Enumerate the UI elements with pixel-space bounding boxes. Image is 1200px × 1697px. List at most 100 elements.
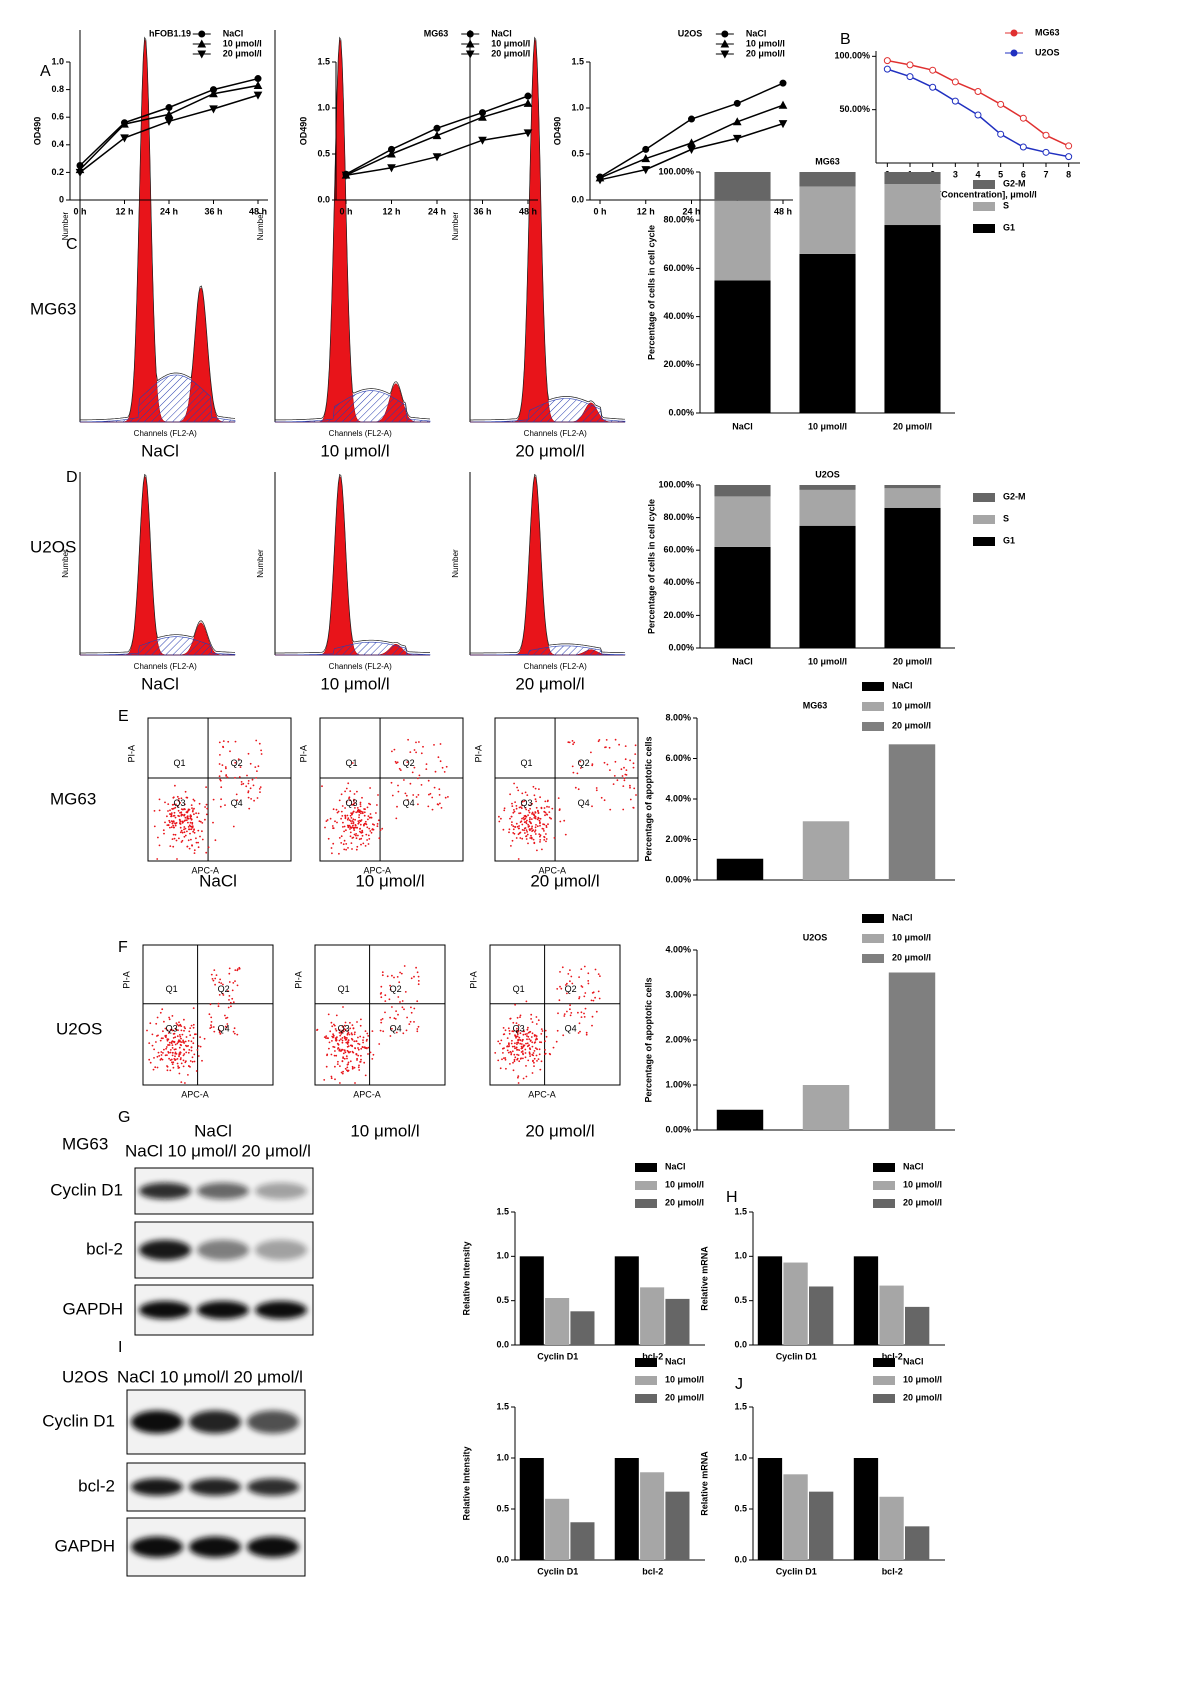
dot [584, 992, 587, 994]
dot [247, 790, 250, 792]
dot [182, 1054, 185, 1057]
marker [883, 57, 891, 65]
dot [539, 839, 542, 841]
dot [338, 1048, 341, 1051]
dot [411, 771, 414, 774]
dot [510, 815, 513, 818]
dot [353, 802, 356, 805]
dot [524, 832, 526, 834]
dot [513, 782, 515, 785]
y-tick-label: 1.0 [496, 1251, 509, 1261]
dot [581, 986, 584, 988]
dot [570, 975, 573, 978]
dot [331, 852, 333, 855]
dot [524, 1033, 527, 1036]
dot [205, 813, 208, 816]
dot [195, 841, 198, 844]
dot [190, 828, 193, 831]
dot [539, 824, 541, 827]
dot [177, 1065, 180, 1067]
dot [537, 817, 540, 820]
dot [514, 825, 516, 828]
x-axis-label: Log [Concentration], μmol/l [919, 189, 1037, 199]
dot [185, 819, 188, 822]
bar-segment [714, 496, 771, 547]
dot [533, 814, 535, 817]
dot [171, 820, 174, 823]
dot [187, 808, 190, 811]
dot [507, 1027, 510, 1030]
dot [171, 1054, 174, 1057]
dot [192, 1023, 195, 1026]
x-tick-label: 0 h [593, 206, 606, 216]
dot [413, 749, 416, 751]
dot [519, 812, 522, 814]
dot [259, 791, 261, 793]
series-line [887, 59, 1070, 147]
x-tick-label: NaCl [732, 421, 753, 431]
dot [214, 839, 217, 842]
y-tick-label: 0.0 [734, 1554, 747, 1564]
dot [530, 1036, 533, 1038]
dot [179, 1051, 182, 1054]
dot [507, 1051, 510, 1054]
marker [120, 134, 129, 143]
dot [579, 1030, 581, 1033]
axis-label: Number [256, 211, 265, 240]
dot [339, 1082, 341, 1084]
x-tick-label: 4 [975, 169, 980, 179]
dot [192, 1042, 195, 1045]
dot [180, 814, 183, 817]
dot [363, 823, 365, 826]
dot [540, 1033, 543, 1035]
dot [390, 781, 393, 784]
dot [522, 1045, 525, 1048]
dot [572, 771, 575, 774]
quadrant-label: Q3 [520, 798, 532, 808]
x-tick-label: 5 [998, 169, 1003, 179]
dot [569, 980, 571, 983]
legend-label: 20 μmol/l [892, 952, 931, 962]
band [131, 1536, 183, 1558]
dot [169, 826, 171, 829]
bar [802, 821, 850, 880]
dot [364, 1030, 367, 1032]
dot [166, 1069, 169, 1072]
dot [633, 787, 636, 790]
legend-label: 20 μmol/l [903, 1197, 942, 1207]
dot [171, 822, 174, 825]
dot [545, 838, 548, 840]
dot [226, 776, 229, 779]
dot [176, 795, 179, 798]
dot [156, 858, 159, 860]
dot [515, 837, 518, 839]
x-tick-label: bcl-2 [882, 1351, 903, 1361]
dot [343, 1049, 346, 1052]
dot [260, 753, 263, 755]
dot [218, 741, 221, 744]
dot [516, 1041, 518, 1044]
dot [524, 1056, 527, 1059]
dot [330, 1053, 333, 1056]
dot [518, 1049, 521, 1051]
axis-label: APC-A [353, 1089, 381, 1099]
dot [533, 794, 536, 797]
dot [398, 981, 401, 984]
dot [361, 812, 364, 815]
dot [380, 996, 383, 999]
band [247, 1478, 299, 1496]
dot [168, 1041, 171, 1044]
dot [415, 741, 417, 744]
dot [156, 1035, 158, 1037]
dot [232, 1001, 235, 1004]
dot [618, 743, 620, 746]
dot [417, 794, 420, 796]
dot [344, 790, 346, 793]
dot [209, 1003, 212, 1006]
legend-swatch [973, 180, 995, 189]
dot [623, 766, 625, 769]
bar [888, 744, 936, 880]
dot [359, 803, 362, 805]
dot [518, 1036, 521, 1039]
dot [511, 1039, 513, 1042]
